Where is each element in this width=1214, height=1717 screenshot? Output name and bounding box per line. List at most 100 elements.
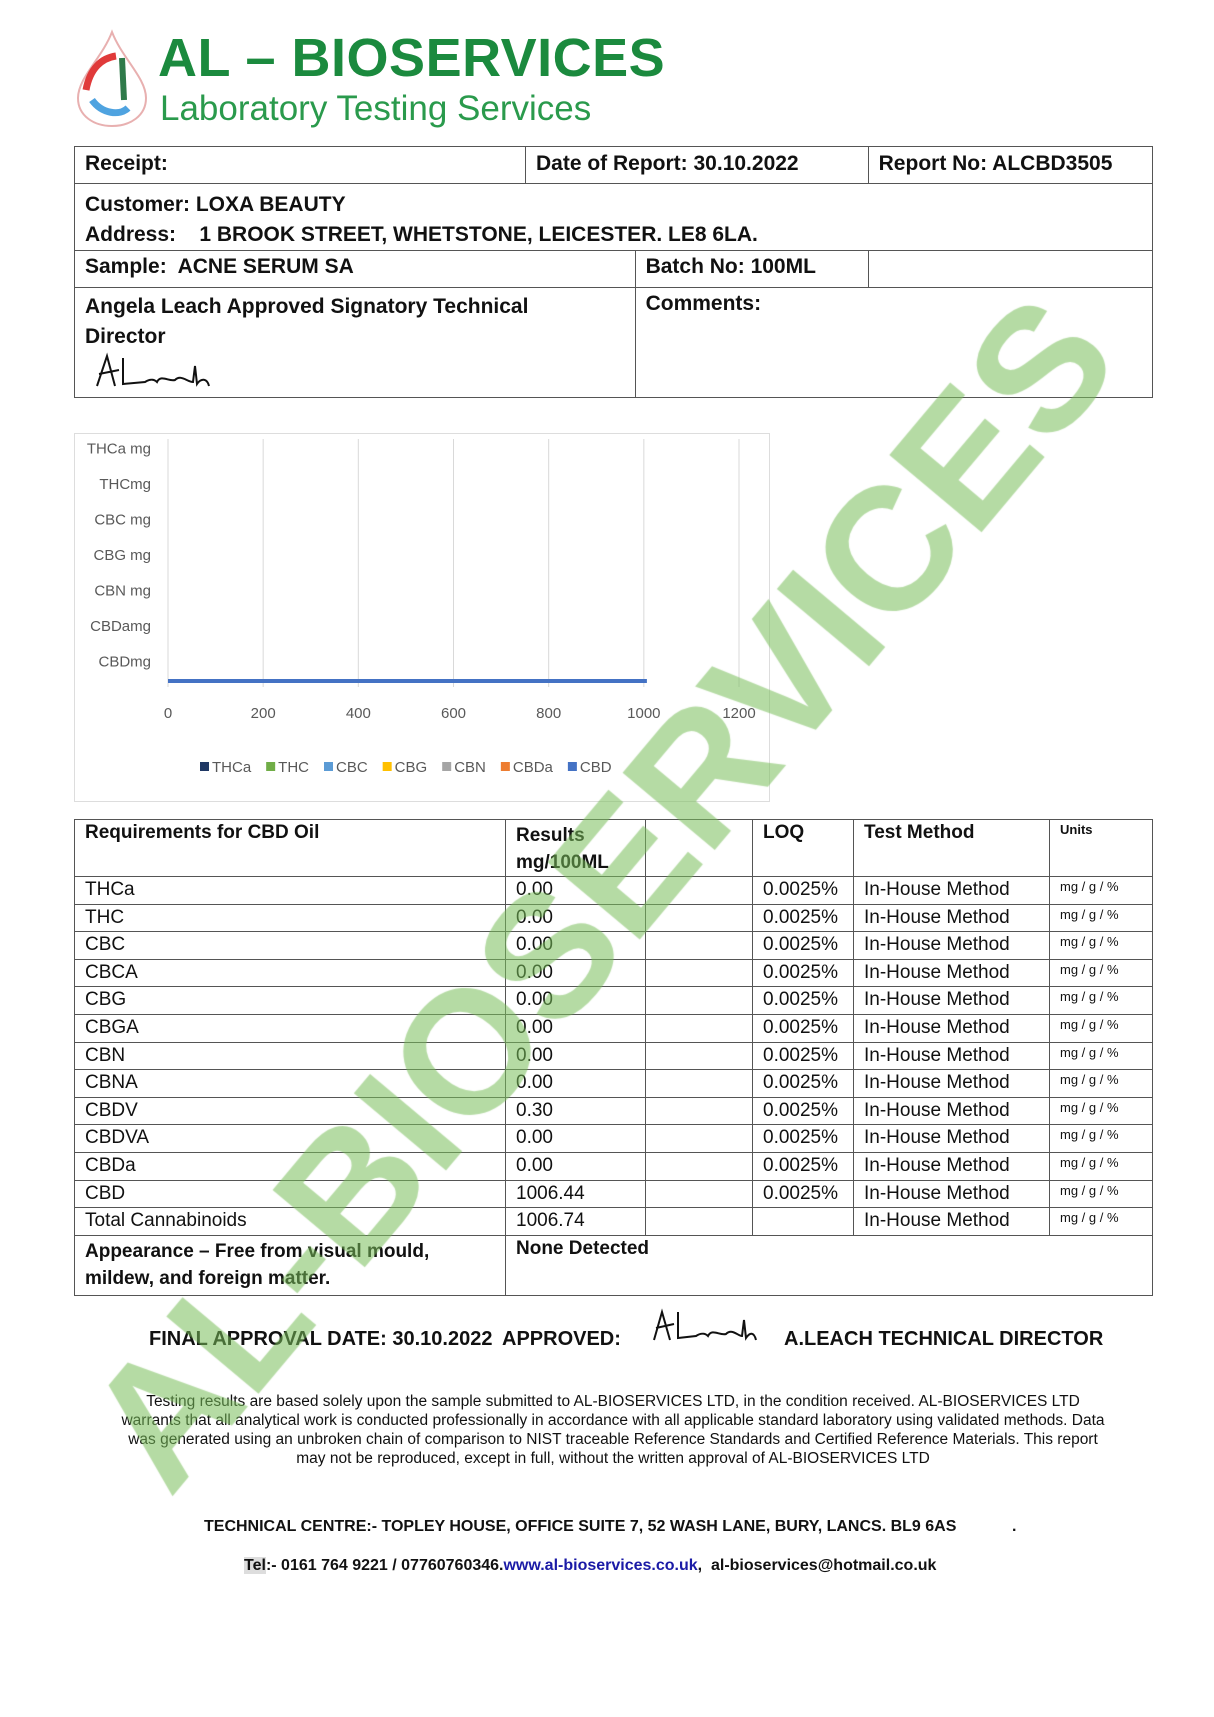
analyte-cell: CBNA xyxy=(74,1069,506,1098)
blank-cell xyxy=(645,1096,753,1126)
y-tick-label: CBDamg xyxy=(90,618,151,635)
analyte-cell: THCa xyxy=(74,876,506,905)
loq-cell: 0.0025% xyxy=(752,1096,854,1126)
customer: Customer: LOXA BEAUTY xyxy=(85,193,346,216)
blank-cell xyxy=(645,903,753,933)
address: Address: 1 BROOK STREET, WHETSTONE, LEIC… xyxy=(85,223,758,246)
table-row: CBG 0.00 0.0025% In-House Method mg / g / % xyxy=(74,986,1153,1015)
website-link[interactable]: www.al-bioservices.co.uk xyxy=(503,1557,698,1574)
blank-cell xyxy=(645,876,753,905)
col-test-method: Test Method xyxy=(853,819,1050,877)
analyte-cell: CBCA xyxy=(74,958,506,988)
result-cell: 0.00 xyxy=(505,1069,646,1098)
result-cell: 0.00 xyxy=(505,1151,646,1181)
bar-cbd xyxy=(168,679,647,683)
units-cell: mg / g / % xyxy=(1049,986,1153,1015)
y-tick-label: THCa mg xyxy=(87,441,151,458)
technical-centre: TECHNICAL CENTRE:- TOPLEY HOUSE, OFFICE … xyxy=(204,1518,957,1535)
legend-swatch-thc xyxy=(266,762,276,771)
x-tick-label: 1000 xyxy=(627,705,660,722)
legend-label-cbc: CBC xyxy=(336,759,368,776)
table-row: CBDVA 0.00 0.0025% In-House Method mg / g / … xyxy=(74,1124,1153,1153)
table-row: CBC 0.00 0.0025% In-House Method mg / g / % xyxy=(74,931,1153,960)
loq-cell: 0.0025% xyxy=(752,958,854,988)
units-cell: mg / g / % xyxy=(1049,1151,1153,1181)
table-row: CBN 0.00 0.0025% In-House Method mg / g / % xyxy=(74,1041,1153,1071)
analyte-cell: THC xyxy=(74,903,506,933)
units-cell: mg / g / % xyxy=(1049,1124,1153,1153)
units-cell: mg / g / % xyxy=(1049,876,1153,905)
test-method-cell: In-House Method xyxy=(853,986,1050,1015)
test-method-cell: In-House Method xyxy=(853,876,1050,905)
col-units: Units xyxy=(1049,819,1153,877)
x-tick-label: 600 xyxy=(441,705,466,722)
trailing-dot: . xyxy=(1012,1518,1017,1535)
table-row: CBDa 0.00 0.0025% In-House Method mg / g / % xyxy=(74,1151,1153,1181)
test-method-cell: In-House Method xyxy=(853,903,1050,933)
legend-swatch-cbda xyxy=(500,762,510,771)
y-tick-label: CBG mg xyxy=(93,547,151,564)
legend-swatch-cbc xyxy=(324,762,333,771)
analyte-cell: Total Cannabinoids xyxy=(74,1207,506,1236)
logo-title: AL – BIOSERVICES xyxy=(158,28,666,88)
result-cell: 0.00 xyxy=(505,1013,646,1043)
units-cell: mg / g / % xyxy=(1049,903,1153,933)
legend-label-cbg: CBG xyxy=(395,759,428,776)
loq-cell: 0.0025% xyxy=(752,1179,854,1209)
approved-label: APPROVED: xyxy=(502,1328,621,1350)
units-cell: mg / g / % xyxy=(1049,1207,1153,1236)
units-cell: mg / g / % xyxy=(1049,931,1153,960)
loq-cell: 0.0025% xyxy=(752,1069,854,1098)
loq-cell: 0.0025% xyxy=(752,986,854,1015)
col-results: Results mg/100ML xyxy=(505,819,646,877)
loq-cell: 0.0025% xyxy=(752,903,854,933)
result-cell: 1006.74 xyxy=(505,1207,646,1236)
loq-cell: 0.0025% xyxy=(752,1151,854,1181)
receipt: Receipt: xyxy=(74,146,526,184)
analyte-cell: CBGA xyxy=(74,1013,506,1043)
analyte-cell: CBN xyxy=(74,1041,506,1071)
telephone: :- 0161 764 9221 / 07760760346. xyxy=(265,1557,504,1574)
legend-label-thca: THCa xyxy=(212,759,252,776)
signature xyxy=(96,352,210,387)
table-row: THCa 0.00 0.0025% In-House Method mg / g / % xyxy=(74,876,1153,905)
loq-cell: 0.0025% xyxy=(752,931,854,960)
blank-cell xyxy=(645,1151,753,1181)
test-method-cell: In-House Method xyxy=(853,931,1050,960)
result-cell: 0.00 xyxy=(505,1041,646,1071)
test-method-cell: In-House Method xyxy=(853,1179,1050,1209)
logo-icon xyxy=(76,29,148,128)
table-row: CBD 1006.44 0.0025% In-House Method mg / g /… xyxy=(74,1179,1153,1209)
legend-label-cbn: CBN xyxy=(454,759,486,776)
analyte-cell: CBDa xyxy=(74,1151,506,1181)
units-cell: mg / g / % xyxy=(1049,1179,1153,1209)
legend-swatch-cbn xyxy=(442,762,452,771)
col-requirements: Requirements for CBD Oil xyxy=(74,819,506,877)
result-cell: 0.00 xyxy=(505,1124,646,1153)
legend-label-cbda: CBDa xyxy=(513,759,554,776)
table-row: CBGA 0.00 0.0025% In-House Method mg / g / % xyxy=(74,1013,1153,1043)
email: , al-bioservices@hotmail.co.uk xyxy=(697,1557,937,1574)
units-cell: mg / g / % xyxy=(1049,1013,1153,1043)
contact-line: Tel:- 0161 764 9221 / 07760760346.www.al… xyxy=(244,1557,936,1575)
legend-swatch-thca xyxy=(200,762,209,771)
test-method-cell: In-House Method xyxy=(853,1041,1050,1071)
result-cell: 0.00 xyxy=(505,931,646,960)
legend-swatch-cbg xyxy=(382,762,392,771)
approver-name: A.LEACH TECHNICAL DIRECTOR xyxy=(784,1328,1104,1350)
x-tick-label: 200 xyxy=(251,705,276,722)
y-tick-label: CBC mg xyxy=(94,512,151,529)
signatory: Angela Leach Approved Signatory Technica… xyxy=(85,295,529,348)
report-header-table: Receipt: Date of Report: 30.10.2022 Repo… xyxy=(74,146,1154,398)
tel-label: Tel xyxy=(244,1557,266,1574)
result-cell: 0.30 xyxy=(505,1096,646,1126)
result-cell: 0.00 xyxy=(505,958,646,988)
chart-svg: 0 200 400 600 800 1000 1200 THCa mg THCmg CBC mg C… xyxy=(87,439,756,776)
units-cell: mg / g / % xyxy=(1049,1096,1153,1126)
analyte-cell: CBD xyxy=(74,1179,506,1209)
loq-cell: 0.0025% xyxy=(752,1013,854,1043)
approval-date: FINAL APPROVAL DATE: 30.10.2022 xyxy=(149,1328,493,1350)
logo-subtitle: Laboratory Testing Services xyxy=(160,89,592,128)
result-cell: 0.00 xyxy=(505,903,646,933)
loq-cell: 0.0025% xyxy=(752,876,854,905)
